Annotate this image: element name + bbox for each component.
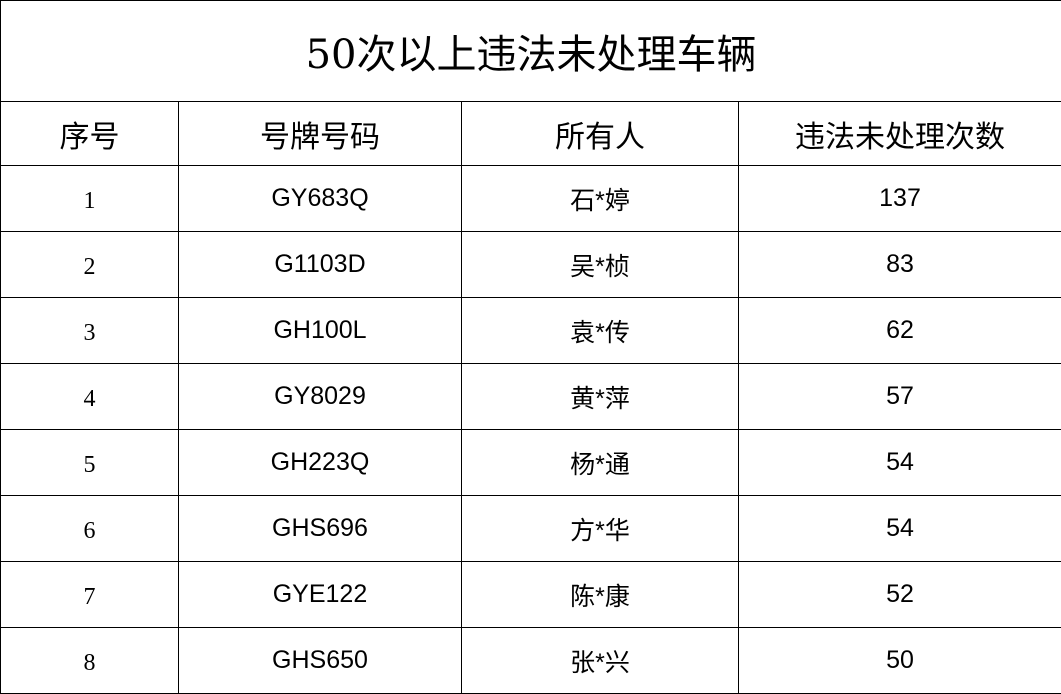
cell-count: 57	[739, 364, 1061, 430]
header-index: 序号	[1, 102, 179, 166]
cell-count: 54	[739, 496, 1061, 562]
cell-owner: 陈*康	[462, 562, 739, 628]
cell-count: 52	[739, 562, 1061, 628]
cell-count: 54	[739, 430, 1061, 496]
cell-owner: 方*华	[462, 496, 739, 562]
cell-owner: 吴*桢	[462, 232, 739, 298]
cell-index: 2	[1, 232, 179, 298]
cell-plate: GY8029	[179, 364, 462, 430]
cell-index: 4	[1, 364, 179, 430]
cell-plate: GH223Q	[179, 430, 462, 496]
cell-plate: GHS650	[179, 628, 462, 694]
cell-index: 6	[1, 496, 179, 562]
cell-owner: 石*婷	[462, 166, 739, 232]
header-count: 违法未处理次数	[739, 102, 1061, 166]
header-owner: 所有人	[462, 102, 739, 166]
cell-owner: 张*兴	[462, 628, 739, 694]
cell-index: 7	[1, 562, 179, 628]
cell-count: 137	[739, 166, 1061, 232]
cell-plate: G1103D	[179, 232, 462, 298]
cell-owner: 黄*萍	[462, 364, 739, 430]
cell-plate: GY683Q	[179, 166, 462, 232]
cell-index: 8	[1, 628, 179, 694]
cell-plate: GYE122	[179, 562, 462, 628]
header-plate: 号牌号码	[179, 102, 462, 166]
cell-plate: GH100L	[179, 298, 462, 364]
cell-count: 50	[739, 628, 1061, 694]
cell-owner: 袁*传	[462, 298, 739, 364]
header-row: 序号 号牌号码 所有人 违法未处理次数	[1, 102, 1061, 166]
cell-plate: GHS696	[179, 496, 462, 562]
cell-index: 5	[1, 430, 179, 496]
cell-count: 62	[739, 298, 1061, 364]
cell-owner: 杨*通	[462, 430, 739, 496]
cell-index: 3	[1, 298, 179, 364]
table-title: 50次以上违法未处理车辆	[1, 1, 1061, 102]
cell-index: 1	[1, 166, 179, 232]
cell-count: 83	[739, 232, 1061, 298]
